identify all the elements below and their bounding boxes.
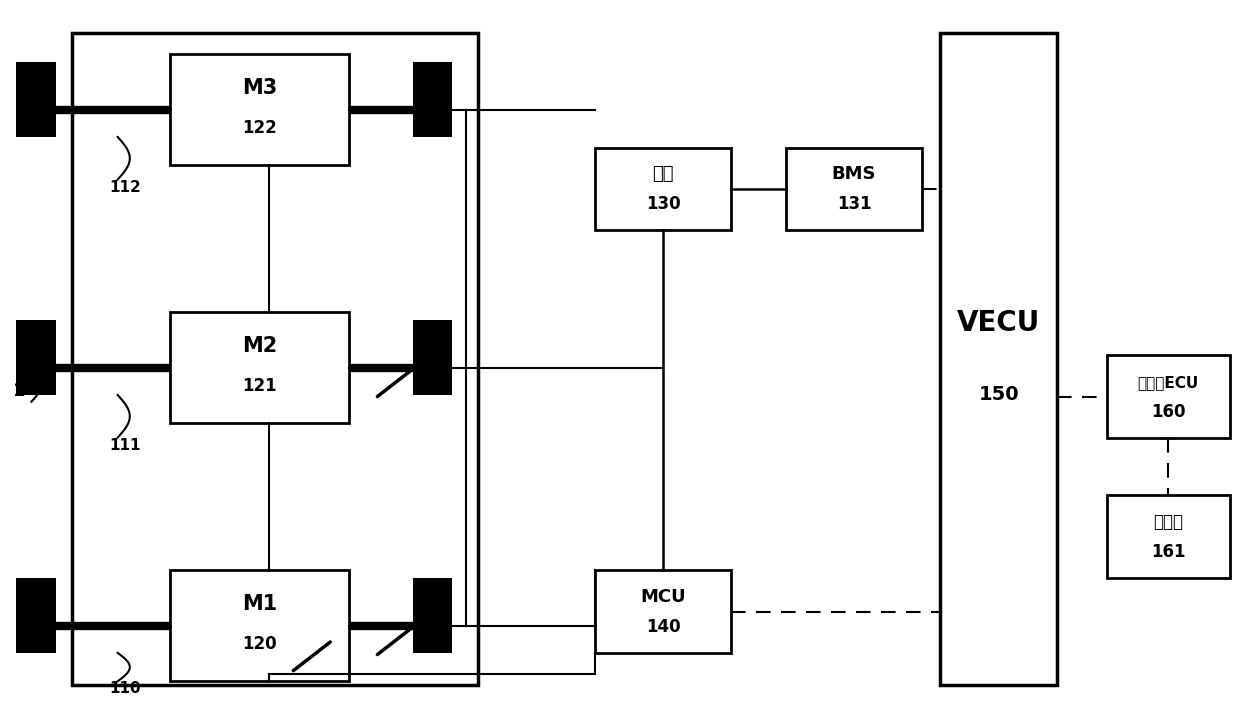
Text: M1: M1 xyxy=(242,594,278,614)
Text: MCU: MCU xyxy=(640,588,686,606)
Text: 110: 110 xyxy=(109,682,140,697)
Bar xyxy=(940,33,1058,685)
Text: 130: 130 xyxy=(646,196,681,213)
Text: 1: 1 xyxy=(12,382,25,400)
Bar xyxy=(413,62,453,137)
Text: 120: 120 xyxy=(243,635,277,652)
Bar xyxy=(595,571,730,652)
Bar xyxy=(170,571,348,682)
Text: 160: 160 xyxy=(1151,403,1185,421)
Text: M2: M2 xyxy=(242,336,278,357)
Bar xyxy=(72,33,479,685)
Bar xyxy=(170,54,348,165)
Bar xyxy=(786,147,921,230)
Bar xyxy=(16,578,56,652)
Text: 150: 150 xyxy=(978,385,1019,405)
Bar xyxy=(170,312,348,423)
Bar xyxy=(413,320,453,394)
Text: 发动机: 发动机 xyxy=(1153,513,1183,531)
Text: 131: 131 xyxy=(837,196,872,213)
Bar xyxy=(1106,495,1230,578)
Text: 111: 111 xyxy=(109,438,140,452)
Text: BMS: BMS xyxy=(832,165,877,183)
Text: 161: 161 xyxy=(1151,543,1185,561)
Bar xyxy=(413,578,453,652)
Bar xyxy=(1106,355,1230,438)
Text: 112: 112 xyxy=(109,180,141,195)
Text: 发动机ECU: 发动机ECU xyxy=(1137,375,1199,390)
Text: M3: M3 xyxy=(242,78,278,99)
Text: 121: 121 xyxy=(243,377,277,395)
Bar xyxy=(16,62,56,137)
Bar xyxy=(16,320,56,394)
Text: VECU: VECU xyxy=(957,309,1040,337)
Text: 140: 140 xyxy=(646,618,681,637)
Bar xyxy=(595,147,730,230)
Text: 122: 122 xyxy=(242,119,277,137)
Text: 电池: 电池 xyxy=(652,165,673,183)
